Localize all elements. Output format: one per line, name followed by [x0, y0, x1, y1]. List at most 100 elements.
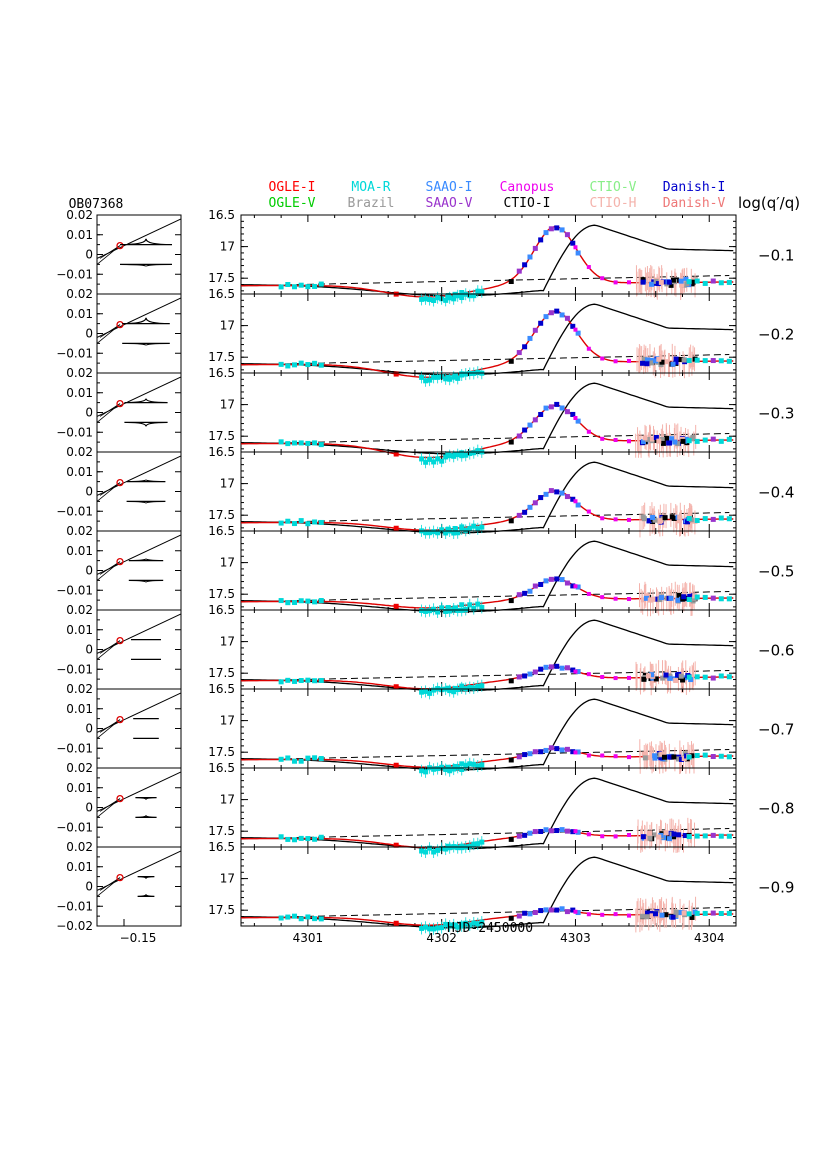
lc-y-tick-label: 16.5 [208, 287, 235, 301]
data-point-moa [435, 374, 441, 380]
data-point-moa [479, 762, 485, 768]
data-point-late [683, 276, 689, 282]
data-point-moa [686, 834, 692, 840]
data-point-moa [305, 677, 311, 683]
lc-y-tick-label: 17.5 [208, 508, 235, 522]
data-point-moa [459, 526, 465, 532]
data-point-moa [702, 833, 708, 839]
data-point-saao [554, 907, 560, 913]
data-point-ctio [508, 598, 514, 604]
data-point-moa [455, 375, 461, 381]
data-point-saao [570, 829, 576, 835]
data-point-moa [702, 910, 708, 916]
lc-y-tick-label: 17 [220, 477, 235, 491]
data-point-moa [718, 515, 724, 521]
data-point-late [663, 672, 669, 678]
source-trajectory [96, 455, 182, 496]
caustic-y-tick-label: 0.02 [66, 761, 93, 775]
data-point-moa [718, 358, 724, 364]
caustic-y-tick-label: 0.01 [66, 307, 93, 321]
data-point-canopus [586, 265, 591, 270]
lc-y-tick-label: 17.5 [208, 271, 235, 285]
data-point-moa [455, 452, 461, 458]
data-point-saao [554, 828, 560, 834]
trajectory-line [96, 561, 121, 581]
caustic-lower [137, 894, 155, 898]
data-point-moa [435, 530, 441, 536]
legend-item: Canopus [500, 180, 555, 195]
data-point-ogle [393, 762, 399, 768]
data-point-moa [467, 526, 473, 532]
data-point-saao [548, 907, 554, 913]
data-point-moa [427, 530, 433, 536]
data-point-moa [475, 921, 481, 927]
data-point-late [659, 751, 665, 757]
data-point-moa [451, 606, 457, 612]
data-point-canopus [586, 832, 591, 837]
data-point-moa [435, 847, 441, 853]
data-point-moa [471, 761, 477, 767]
dashed-model-curve [240, 907, 730, 919]
data-point-saao [516, 350, 522, 356]
data-point-saao [564, 828, 570, 834]
data-point-saao [564, 909, 570, 915]
data-point-moa [285, 600, 291, 606]
data-point-moa [694, 910, 700, 916]
data-point-late [641, 909, 647, 915]
data-point-moa [318, 756, 324, 762]
data-point-moa [312, 755, 318, 761]
data-point-saao [543, 405, 549, 411]
legend-item: Brazil [348, 196, 395, 211]
data-point-moa [475, 841, 481, 847]
data-point-moa [292, 913, 298, 919]
data-point-saao [532, 583, 538, 589]
caustic-y-tick-label: 0.02 [66, 682, 93, 696]
legend-item: CTIO-H [590, 196, 637, 211]
data-point-moa [447, 845, 453, 851]
data-point-saao [564, 494, 570, 500]
log-q-ratio-label: −0.8 [758, 800, 794, 818]
data-point-moa [427, 690, 433, 696]
data-point-saao [532, 829, 538, 835]
data-point-late [664, 435, 670, 441]
data-point-moa [423, 296, 429, 302]
trajectory-line [99, 640, 121, 654]
data-point-moa [298, 678, 304, 684]
data-point-ogle [393, 842, 399, 848]
data-point-late [673, 912, 679, 918]
data-point-saao [548, 310, 554, 316]
data-point-saao [538, 495, 544, 501]
data-point-late [683, 436, 689, 442]
data-point-moa [431, 459, 437, 465]
data-point-moa [710, 278, 716, 284]
data-point-moa [285, 677, 291, 683]
data-point-saao [570, 496, 576, 502]
caustic-y-tick-label: 0.01 [66, 623, 93, 637]
log-q-ratio-label: −0.3 [758, 405, 794, 423]
caustic-lower [122, 342, 170, 346]
data-point-moa [443, 766, 449, 772]
data-point-late [690, 279, 696, 285]
data-point-saao [543, 907, 549, 913]
legend-item: SAAO-V [426, 196, 473, 211]
data-point-moa [285, 441, 291, 447]
data-point-moa [726, 436, 732, 442]
lc-y-tick-label: 17.5 [208, 824, 235, 838]
data-point-late [650, 514, 656, 520]
data-point-saao [516, 913, 522, 919]
caustic-y-tick-label: 0.01 [66, 465, 93, 479]
caustic-y-tick-label: 0.02 [66, 287, 93, 301]
data-point-moa [686, 674, 692, 680]
data-point-late [640, 277, 646, 283]
data-point-late [652, 755, 658, 761]
data-point-moa [479, 839, 485, 845]
data-point-ogle [393, 451, 399, 457]
data-point-moa [278, 361, 284, 367]
data-point-canopus [600, 674, 605, 679]
data-point-late [641, 356, 647, 362]
caustic-y-tick-label: 0.02 [66, 524, 93, 538]
data-point-moa [292, 362, 298, 368]
data-point-moa [318, 442, 324, 448]
data-point-late [652, 358, 658, 364]
data-point-moa [305, 521, 311, 527]
